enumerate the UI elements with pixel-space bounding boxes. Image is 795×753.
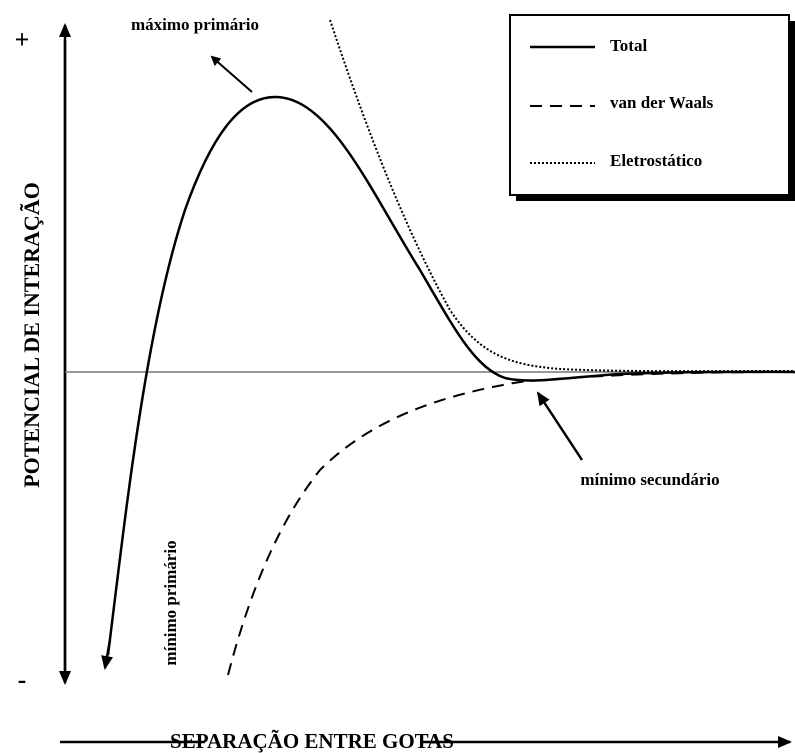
primary-min-label: mínimo primário <box>161 540 180 665</box>
secondary-min-arrow <box>536 391 584 461</box>
x-label: SEPARAÇÃO ENTRE GOTAS <box>170 729 454 753</box>
secondary-min-label: mínimo secundário <box>580 470 719 489</box>
legend-box <box>509 14 790 196</box>
legend-label: Total <box>610 36 647 55</box>
primary-max-label: máximo primário <box>131 15 259 34</box>
primary-max-arrow <box>210 55 253 93</box>
total-curve-arrow <box>101 639 114 670</box>
total-curve <box>106 95 795 656</box>
vdw-curve <box>227 371 795 676</box>
y-label: POTENCIAL DE INTERAÇÃO <box>19 182 44 488</box>
legend-label: van der Waals <box>610 93 714 112</box>
y-plus: + <box>15 25 30 54</box>
legend-label: Eletrostático <box>610 151 702 170</box>
y-minus: - <box>18 665 27 694</box>
